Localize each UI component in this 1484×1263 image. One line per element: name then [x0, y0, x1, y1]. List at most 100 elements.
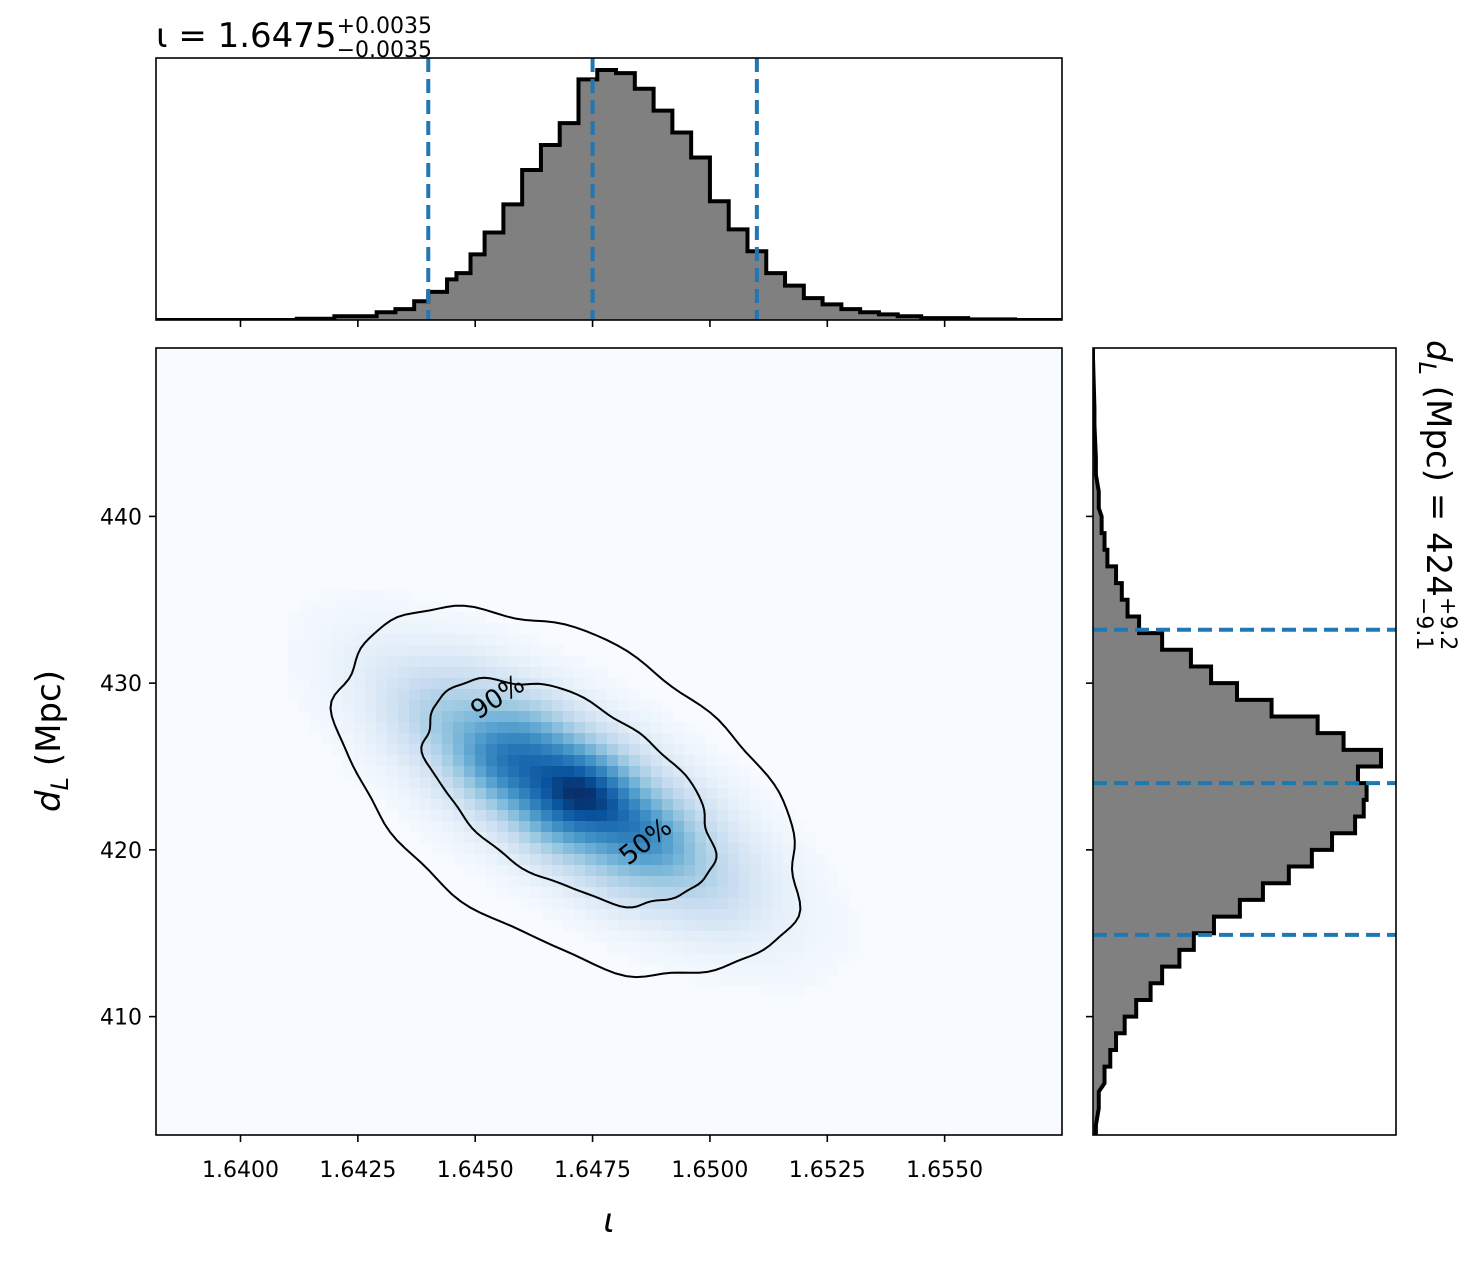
heatmap-cell [739, 898, 751, 910]
heatmap-cell [618, 678, 630, 690]
heatmap-cell [343, 755, 355, 767]
heatmap-cell [453, 678, 465, 690]
heatmap-cell [343, 645, 355, 657]
heatmap-cell [629, 788, 641, 800]
heatmap-cell [750, 920, 762, 932]
heatmap-cell [651, 810, 663, 822]
heatmap-cell [453, 722, 465, 734]
heatmap-cell [409, 623, 421, 635]
heatmap-cell [651, 854, 663, 866]
heatmap-cell [629, 700, 641, 712]
heatmap-cell [772, 887, 784, 899]
heatmap-cell [354, 711, 366, 723]
heatmap-cell [409, 777, 421, 789]
heatmap-cell [398, 634, 410, 646]
heatmap-cell [486, 744, 498, 756]
heatmap-cell [607, 931, 619, 943]
heatmap-cell [530, 887, 542, 899]
y-tick-label-3: 440 [100, 505, 142, 530]
heatmap-cell [508, 854, 520, 866]
heatmap-cell [629, 865, 641, 877]
heatmap-cell [618, 733, 630, 745]
heatmap-cell [541, 766, 553, 778]
heatmap-cell [827, 953, 839, 965]
heatmap-cell [662, 744, 674, 756]
heatmap-cell [607, 942, 619, 954]
heatmap-cell [519, 843, 531, 855]
heatmap-cell [673, 821, 685, 833]
heatmap-cell [519, 799, 531, 811]
heatmap-cell [464, 854, 476, 866]
heatmap-cell [640, 755, 652, 767]
heatmap-cell [761, 810, 773, 822]
heatmap-cell [552, 744, 564, 756]
heatmap-cell [651, 953, 663, 965]
y-tick-label-1: 420 [100, 839, 142, 864]
heatmap-cell [508, 766, 520, 778]
heatmap-cell [387, 755, 399, 767]
heatmap-cell [442, 722, 454, 734]
heatmap-cell [684, 755, 696, 767]
heatmap-cell [354, 678, 366, 690]
heatmap-cell [706, 876, 718, 888]
heatmap-cell [475, 722, 487, 734]
heatmap-cell [409, 689, 421, 701]
heatmap-cell [475, 821, 487, 833]
heatmap-cell [541, 909, 553, 921]
heatmap-cell [442, 656, 454, 668]
heatmap-cell [464, 722, 476, 734]
heatmap-cell [310, 678, 322, 690]
heatmap-cell [706, 953, 718, 965]
heatmap-cell [574, 755, 586, 767]
heatmap-cell [354, 744, 366, 756]
heatmap-cell [486, 645, 498, 657]
heatmap-cell [508, 821, 520, 833]
heatmap-cell [519, 744, 531, 756]
heatmap-cell [794, 887, 806, 899]
heatmap-cell [574, 788, 586, 800]
heatmap-cell [585, 733, 597, 745]
heatmap-cell [816, 931, 828, 943]
heatmap-cell [497, 667, 509, 679]
heatmap-cell [354, 777, 366, 789]
heatmap-cell [673, 854, 685, 866]
heatmap-cell [651, 843, 663, 855]
heatmap-cell [420, 634, 432, 646]
heatmap-cell [475, 777, 487, 789]
heatmap-cell [299, 623, 311, 635]
heatmap-cell [783, 898, 795, 910]
heatmap-cell [563, 700, 575, 712]
heatmap-cell [816, 865, 828, 877]
right-histogram-fill [1093, 348, 1381, 1135]
heatmap-cell [673, 744, 685, 756]
heatmap-cell [365, 722, 377, 734]
heatmap-cell [497, 865, 509, 877]
heatmap-cell [387, 623, 399, 635]
heatmap-cell [475, 744, 487, 756]
heatmap-cell [706, 865, 718, 877]
heatmap-cell [618, 865, 630, 877]
heatmap-cell [376, 612, 388, 624]
heatmap-cell [618, 788, 630, 800]
heatmap-cell [552, 887, 564, 899]
heatmap-cell [387, 678, 399, 690]
heatmap-cell [519, 766, 531, 778]
heatmap-cell [596, 821, 608, 833]
heatmap-cell [783, 876, 795, 888]
heatmap-cell [332, 711, 344, 723]
heatmap-cell [420, 667, 432, 679]
heatmap-cell [717, 920, 729, 932]
heatmap-cell [486, 876, 498, 888]
heatmap-cell [552, 645, 564, 657]
heatmap-cell [794, 964, 806, 976]
heatmap-cell [398, 678, 410, 690]
heatmap-cell [398, 612, 410, 624]
top-histogram-fill [156, 70, 1062, 320]
heatmap-cell [453, 700, 465, 712]
heatmap-cell [607, 832, 619, 844]
heatmap-cell [728, 821, 740, 833]
heatmap-cell [805, 909, 817, 921]
heatmap-cell [464, 865, 476, 877]
x-tick-label-2: 1.6450 [437, 1158, 514, 1183]
heatmap-cell [563, 909, 575, 921]
